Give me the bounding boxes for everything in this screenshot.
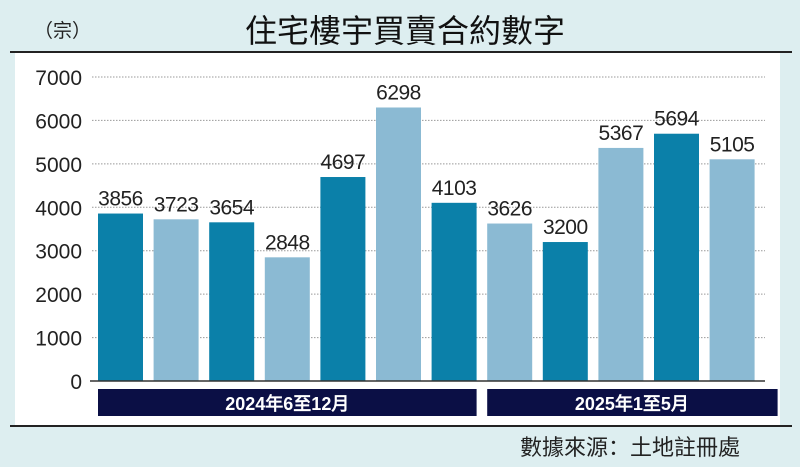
chart-title: 住宅樓宇買賣合約數字 xyxy=(244,13,565,49)
y-tick-label: 7000 xyxy=(35,67,82,90)
y-tick-label: 1000 xyxy=(35,328,82,351)
data-label: 6298 xyxy=(376,81,421,104)
bar xyxy=(654,133,699,381)
group-band xyxy=(487,389,778,416)
bar xyxy=(709,159,755,381)
source-note: 數據來源：土地註冊處 xyxy=(519,435,740,460)
bar xyxy=(542,242,588,381)
bar xyxy=(598,147,644,381)
data-label: 5694 xyxy=(654,108,700,131)
data-label: 5105 xyxy=(710,133,755,156)
data-label: 4697 xyxy=(321,151,366,174)
bar xyxy=(376,107,421,382)
group-label: 2025年1至5月 xyxy=(575,393,689,414)
y-tick-label: 0 xyxy=(70,371,82,394)
bar xyxy=(153,219,199,381)
bar xyxy=(487,223,533,381)
y-tick-label: 3000 xyxy=(35,241,82,264)
data-label: 3723 xyxy=(154,193,199,216)
data-label: 5367 xyxy=(599,122,644,145)
bottom-rule xyxy=(10,425,792,427)
y-tick-label: 2000 xyxy=(35,284,82,307)
data-label: 3200 xyxy=(543,216,588,239)
bar xyxy=(264,257,310,381)
data-label: 3654 xyxy=(209,196,255,219)
data-label: 2848 xyxy=(265,231,310,254)
y-axis-unit: （宗） xyxy=(34,21,92,42)
top-rule xyxy=(10,51,792,53)
bar xyxy=(431,202,477,381)
data-label: 4103 xyxy=(432,177,477,200)
bar xyxy=(209,222,255,381)
bar xyxy=(320,177,366,381)
data-label: 3856 xyxy=(98,188,143,211)
group-band xyxy=(98,389,477,416)
data-label: 3626 xyxy=(487,198,532,221)
bar xyxy=(98,213,143,381)
group-label: 2024年6至12月 xyxy=(225,393,349,414)
y-tick-label: 5000 xyxy=(35,154,82,177)
y-tick-label: 6000 xyxy=(35,110,82,133)
y-tick-label: 4000 xyxy=(35,197,82,220)
